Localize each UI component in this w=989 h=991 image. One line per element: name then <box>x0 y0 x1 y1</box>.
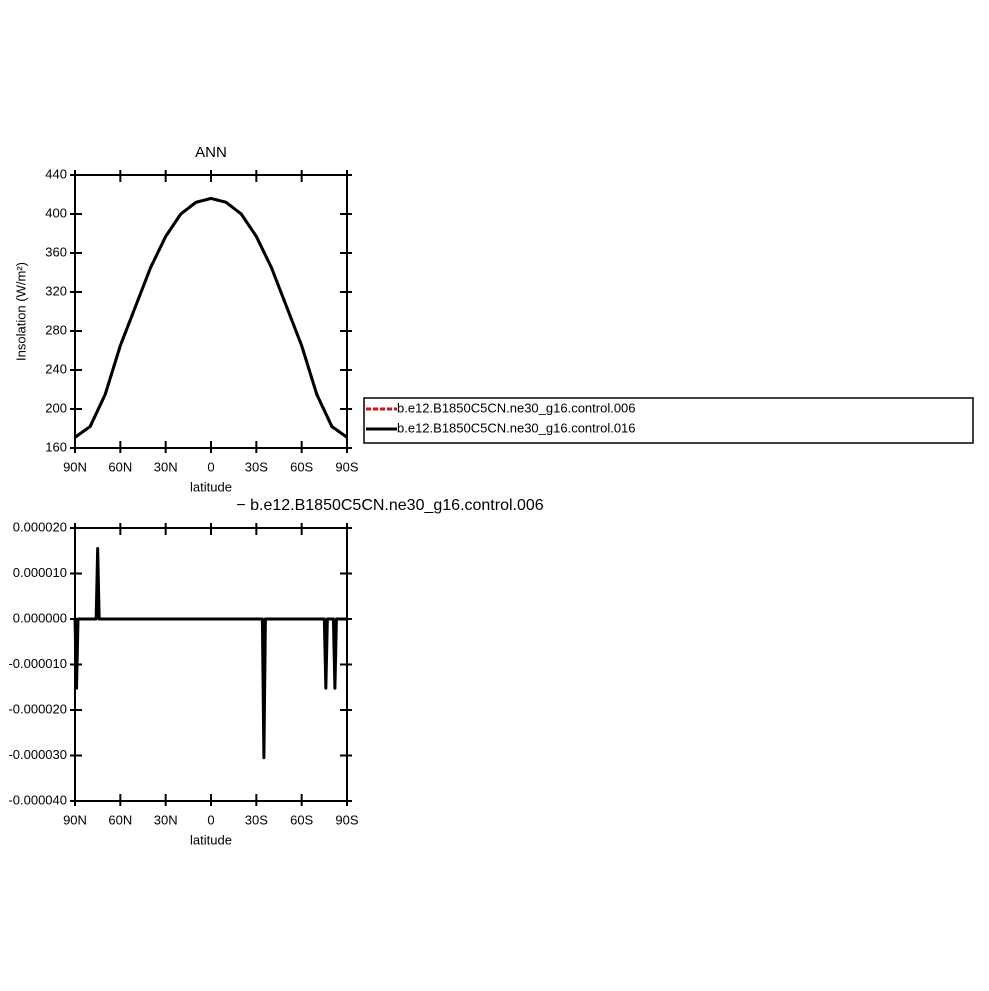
y-tick-label: 320 <box>45 283 67 298</box>
chart-title: ANN <box>195 144 227 161</box>
y-tick-label: -0.000020 <box>8 701 67 716</box>
y-tick-label: 200 <box>45 400 67 415</box>
plot-frame <box>74 174 348 449</box>
y-tick-label: 0.000010 <box>13 565 67 580</box>
y-tick-label: 280 <box>45 322 67 337</box>
x-tick-label: 60N <box>108 459 132 474</box>
y-tick-label: 160 <box>45 439 67 454</box>
y-axis-label: Insolation (W/m²) <box>13 262 28 361</box>
x-tick-label: 0 <box>207 459 214 474</box>
y-tick-label: 400 <box>45 205 67 220</box>
data-line <box>73 546 347 760</box>
y-tick-label: -0.000010 <box>8 656 67 671</box>
y-tick-label: 0.000000 <box>13 610 67 625</box>
y-tick-label: 0.000020 <box>13 519 67 534</box>
y-tick-label: -0.000040 <box>8 792 67 807</box>
x-tick-label: 90N <box>63 459 87 474</box>
x-tick-label: 60S <box>290 812 313 827</box>
x-axis-label: latitude <box>190 479 232 494</box>
y-tick-label: -0.000030 <box>8 747 67 762</box>
chart-title: − b.e12.B1850C5CN.ne30_g16.control.006 <box>236 497 543 514</box>
data-line <box>74 196 348 439</box>
y-tick-label: 240 <box>45 361 67 376</box>
x-tick-label: 30N <box>154 459 178 474</box>
x-tick-label: 0 <box>207 812 214 827</box>
x-tick-label: 30S <box>245 459 268 474</box>
x-tick-label: 90S <box>335 459 358 474</box>
x-tick-label: 60S <box>290 459 313 474</box>
legend-box <box>363 397 974 444</box>
x-tick-label: 30N <box>154 812 178 827</box>
legend-label: b.e12.B1850C5CN.ne30_g16.control.016 <box>397 420 636 435</box>
legend-label: b.e12.B1850C5CN.ne30_g16.control.006 <box>397 400 636 415</box>
x-tick-label: 90S <box>335 812 358 827</box>
plot-frame <box>74 527 348 802</box>
x-tick-label: 90N <box>63 812 87 827</box>
x-tick-label: 60N <box>108 812 132 827</box>
x-tick-label: 30S <box>245 812 268 827</box>
y-tick-label: 360 <box>45 244 67 259</box>
data-line <box>74 196 348 439</box>
y-tick-label: 440 <box>45 166 67 181</box>
x-axis-label: latitude <box>190 832 232 847</box>
